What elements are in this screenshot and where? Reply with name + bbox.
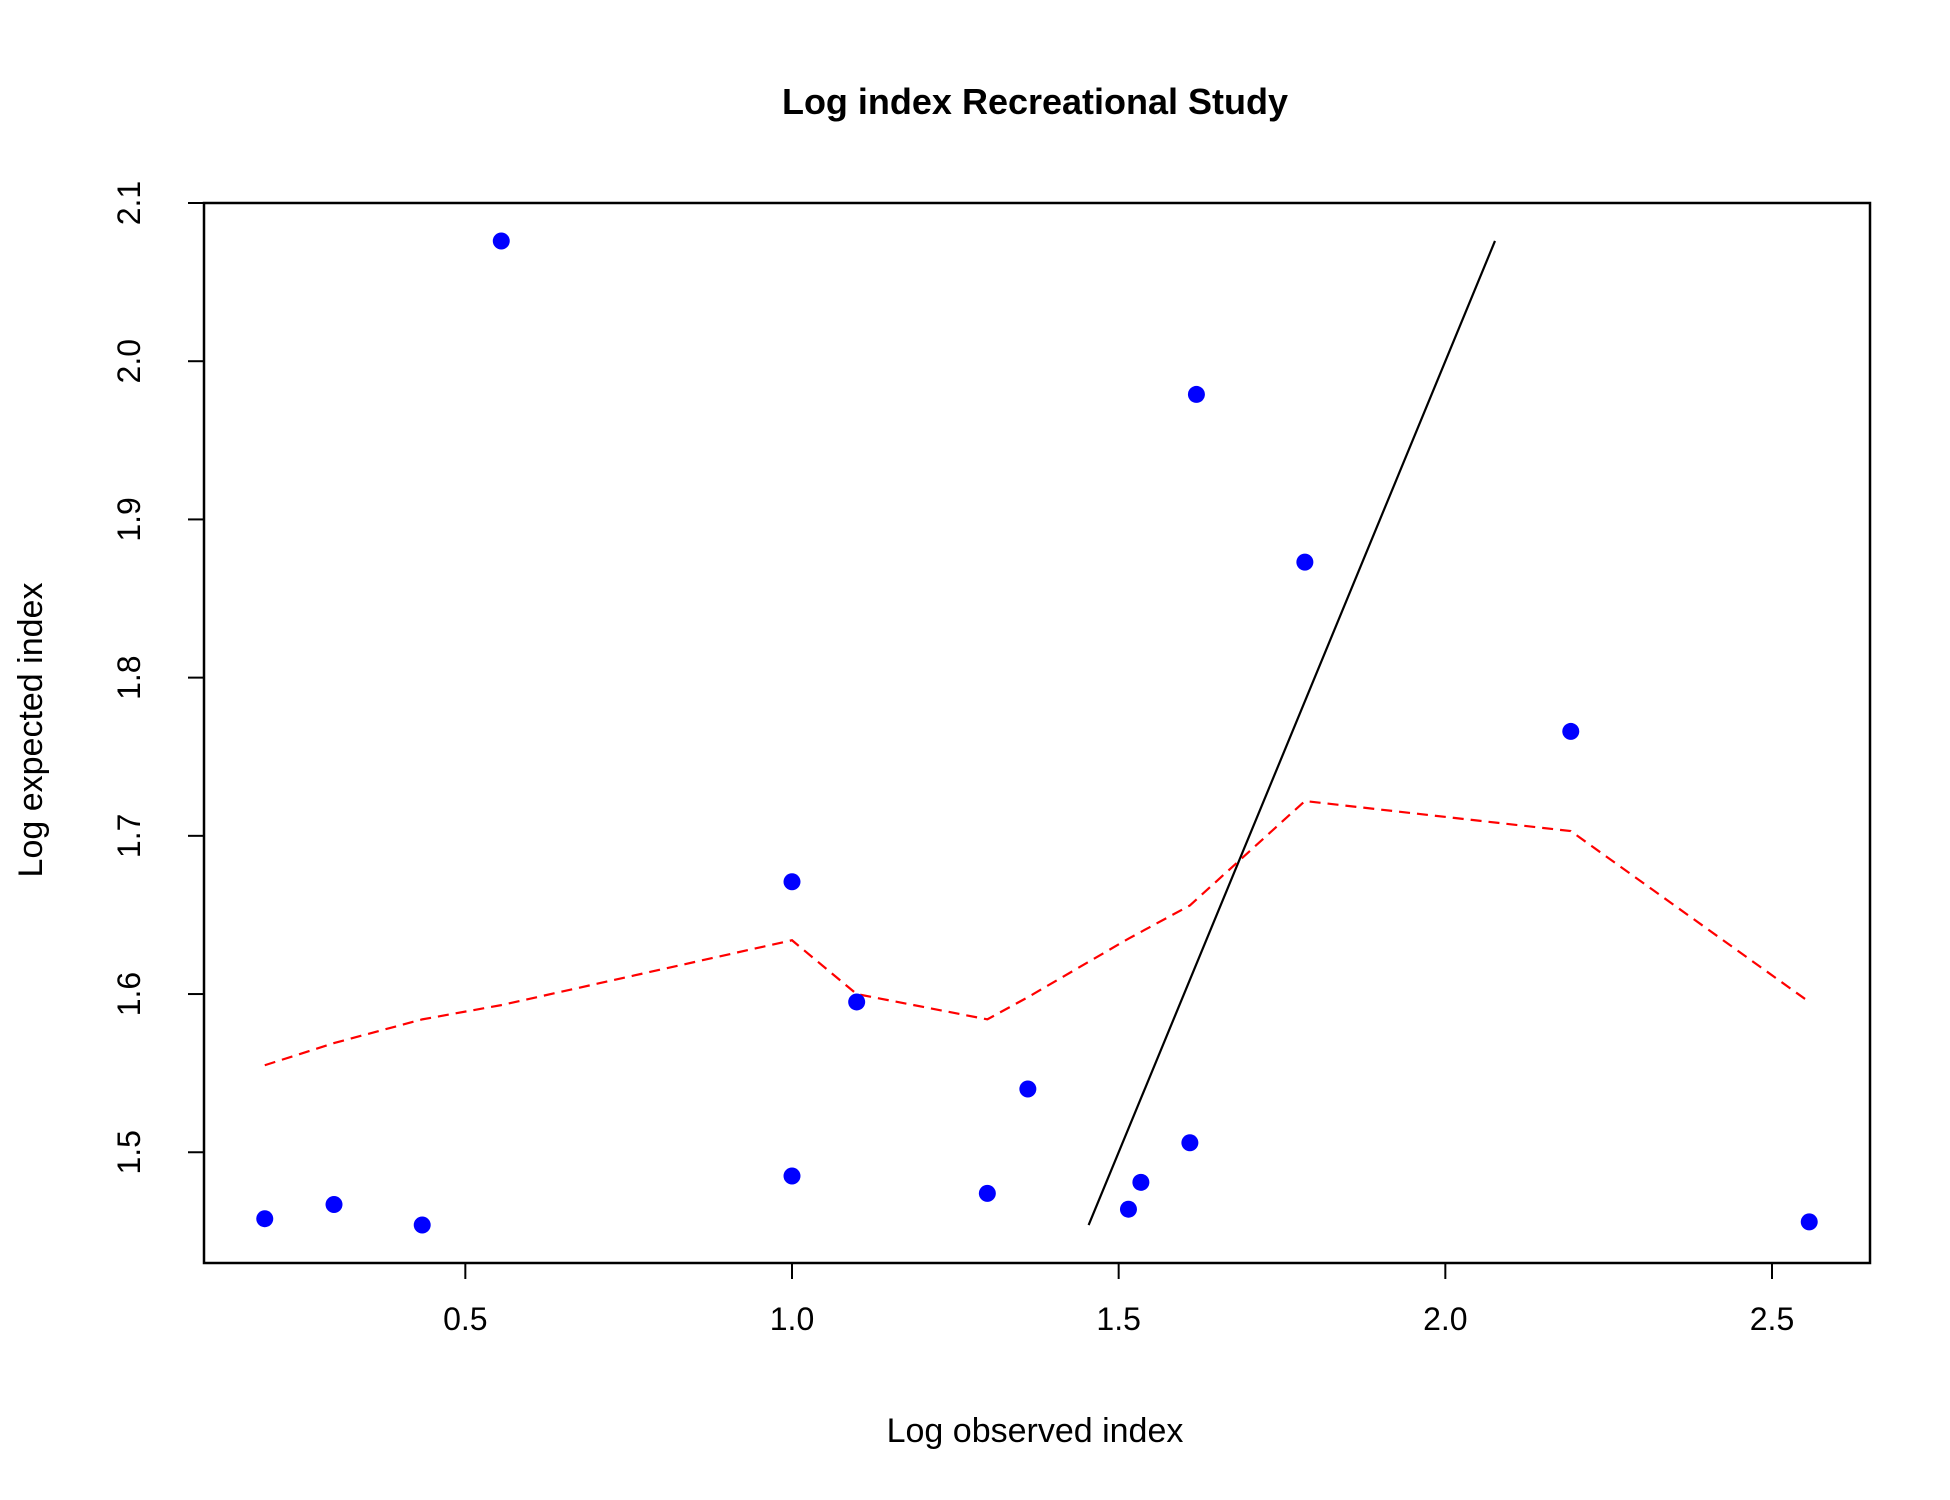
y-tick-label: 1.9: [111, 497, 147, 541]
data-point: [1187, 385, 1205, 403]
data-point: [1562, 722, 1580, 740]
y-tick-label: 2.0: [111, 339, 147, 383]
data-point: [848, 993, 866, 1011]
plot-frame: [202, 201, 1872, 1265]
y-tick-label: 1.7: [111, 814, 147, 858]
data-point: [1132, 1173, 1150, 1191]
y-tick-label: 2.1: [111, 181, 147, 225]
y-tick-label: 1.8: [111, 655, 147, 699]
data-point: [978, 1184, 996, 1202]
chart-title: Log index Recreational Study: [782, 81, 1288, 122]
data-point: [1019, 1080, 1037, 1098]
y-tick-label: 1.6: [111, 972, 147, 1016]
x-tick-label: 1.5: [1096, 1301, 1140, 1337]
smoother-line: [264, 799, 1810, 1067]
x-tick-label: 2.5: [1750, 1301, 1794, 1337]
data-point: [325, 1195, 343, 1213]
x-axis: 0.5 1.0 1.5 2.0 2.5: [443, 1262, 1794, 1337]
data-point: [783, 873, 801, 891]
y-tick-label: 1.5: [111, 1130, 147, 1174]
data-point: [1296, 553, 1314, 571]
x-tick-label: 2.0: [1423, 1301, 1467, 1337]
x-tick-label: 0.5: [443, 1301, 487, 1337]
data-point: [783, 1167, 801, 1185]
y-axis: 1.5 1.6 1.7 1.8 1.9 2.0 2.1: [111, 181, 205, 1174]
y-axis-label: Log expected index: [12, 583, 50, 878]
data-point: [413, 1216, 431, 1234]
data-point: [1181, 1134, 1199, 1152]
data-point: [256, 1210, 274, 1228]
x-axis-label: Log observed index: [887, 1412, 1184, 1450]
series-layer: [256, 232, 1818, 1234]
data-point: [492, 232, 510, 250]
x-tick-label: 1.0: [770, 1301, 814, 1337]
data-point: [1800, 1213, 1818, 1231]
data-point: [1119, 1200, 1137, 1218]
reference-line: [1087, 240, 1497, 1226]
